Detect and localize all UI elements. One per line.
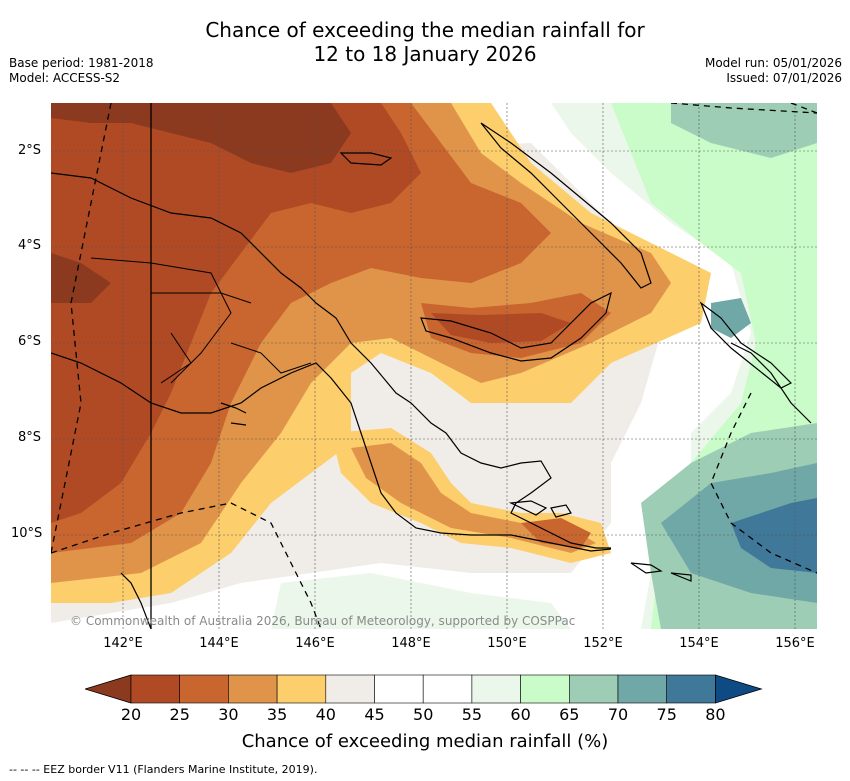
copyright-notice: © Commonwealth of Australia 2026, Bureau…: [70, 614, 576, 628]
model-name: Model: ACCESS-S2: [9, 71, 121, 85]
lat-label-6s: 6°S: [18, 334, 42, 349]
colorbar: [85, 674, 763, 704]
colorbar-segment: [471, 674, 521, 704]
colorbar-tick-label: 50: [413, 705, 434, 724]
colorbar-tick-label: 55: [461, 705, 483, 724]
meta-left: Base period: 1981-2018 Model: ACCESS-S2: [9, 56, 154, 86]
bougainville: [699, 301, 793, 389]
issued-date: Issued: 07/01/2026: [726, 71, 842, 85]
lat-label-10s: 10°S: [11, 526, 43, 541]
torres-islands: [220, 402, 247, 426]
model-run: Model run: 05/01/2026: [704, 56, 842, 70]
colorbar-segment: [325, 674, 375, 704]
colorbar-tick-label: 70: [607, 705, 629, 724]
colorbar-segment: [520, 674, 570, 704]
lon-label-156e: 156°E: [775, 636, 815, 651]
colorbar-extend-low: [85, 674, 132, 704]
colorbar-segment: [374, 674, 424, 704]
manus-island: [339, 152, 393, 166]
zone-below-20: [51, 103, 351, 173]
title-line-1: Chance of exceeding the median rainfall …: [205, 18, 645, 42]
colorbar-tick-label: 45: [364, 705, 385, 724]
colorbar-segment: [276, 674, 327, 704]
lon-label-146e: 146°E: [295, 636, 335, 651]
colorbar-segment: [422, 674, 473, 704]
lon-label-142e: 142°E: [103, 636, 143, 651]
zone-70-small: [711, 298, 751, 338]
colorbar-tick-label: 35: [266, 705, 288, 724]
colorbar-tick-label: 75: [656, 705, 677, 724]
png-south-coast: [51, 352, 612, 552]
lon-label-144e: 144°E: [199, 636, 239, 651]
colorbar-tick-label: 80: [705, 705, 726, 724]
colorbar-segment: [568, 674, 619, 704]
zone-20-25-band: [431, 313, 571, 343]
solomon-east: [730, 342, 812, 424]
map-canvas: [51, 103, 817, 629]
new-britain: [420, 291, 612, 362]
lat-label-8s: 8°S: [18, 430, 42, 445]
meta-right: Model run: 05/01/2026 Issued: 07/01/2026: [705, 56, 842, 86]
lon-label-152e: 152°E: [583, 636, 623, 651]
louisiade: [630, 562, 692, 582]
colorbar-segment: [130, 674, 181, 704]
colorbar-extend-high: [715, 674, 763, 704]
colorbar-tick-label: 60: [510, 705, 531, 724]
rainfall-map[interactable]: [51, 103, 817, 629]
d-entrecasteaux: [508, 500, 572, 518]
new-ireland: [480, 122, 652, 289]
base-period: Base period: 1981-2018: [9, 56, 154, 70]
lon-label-148e: 148°E: [391, 636, 431, 651]
zone-80-east: [731, 498, 817, 573]
lon-label-150e: 150°E: [487, 636, 527, 651]
colorbar-segment: [617, 674, 668, 704]
colorbar-title: Chance of exceeding median rainfall (%): [241, 731, 609, 752]
lat-label-4s: 4°S: [18, 238, 42, 253]
colorbar-tick-label: 65: [559, 705, 580, 724]
zone-65-ne: [671, 103, 817, 158]
provincial-borders: [90, 257, 312, 384]
zone-below-20-nw: [51, 253, 111, 303]
colorbar-segment: [179, 674, 229, 704]
colorbar-tick-label: 40: [315, 705, 336, 724]
zone-60-sw: [271, 573, 571, 629]
eez-border: [51, 103, 817, 629]
cape-york: [120, 572, 152, 629]
zone-20-25: [51, 103, 421, 523]
coastlines: [51, 103, 812, 629]
lon-label-154e: 154°E: [679, 636, 719, 651]
colorbar-tick-label: 30: [218, 705, 239, 724]
eez-legend: -- -- -- EEZ border V11 (Flanders Marine…: [9, 763, 318, 776]
colorbar-segment: [666, 674, 716, 704]
png-north-coast: [51, 172, 611, 549]
colorbar-tick-label: 20: [120, 705, 142, 724]
colorbar-segment: [228, 674, 278, 704]
title-line-2: 12 to 18 January 2026: [313, 42, 537, 66]
map-title: Chance of exceeding the median rainfall …: [0, 18, 850, 66]
lat-label-2s: 2°S: [18, 143, 42, 158]
colorbar-tick-label: 25: [169, 705, 190, 724]
